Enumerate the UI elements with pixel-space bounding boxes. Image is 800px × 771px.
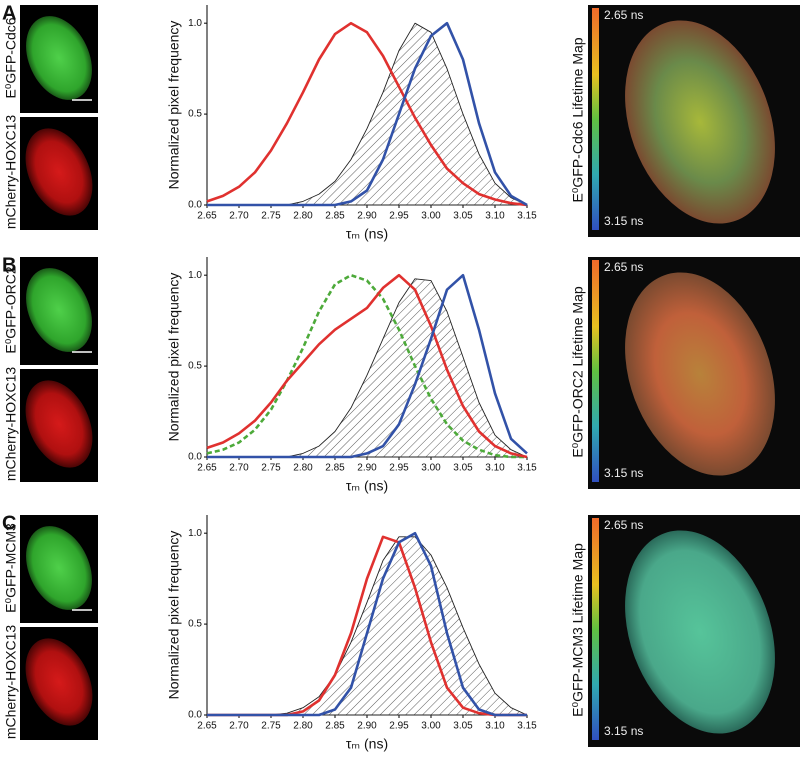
series-line — [207, 531, 527, 717]
red-label: mCherry-HOXC13 — [3, 115, 19, 230]
x-axis-label: τₘ (ns) — [346, 226, 388, 242]
x-tick-label: 2.65 — [197, 721, 217, 732]
map-label: E⁰GFP-MCM3 Lifetime Map — [570, 543, 586, 717]
panel-letter: A — [2, 2, 16, 24]
series-line — [207, 21, 528, 207]
series-line — [206, 273, 527, 459]
y-axis-label: Normalized pixel frequency — [166, 273, 182, 442]
x-tick-label: 3.10 — [485, 211, 505, 222]
y-axis-label: Normalized pixel frequency — [166, 531, 182, 700]
red-cell — [25, 128, 93, 216]
map-top-label: 2.65 ns — [604, 8, 643, 22]
y-tick-label: 1.0 — [188, 528, 202, 539]
map-top-label: 2.65 ns — [604, 518, 643, 532]
x-tick-label: 2.75 — [261, 463, 281, 474]
x-tick-label: 3.00 — [421, 721, 441, 732]
y-tick-label: 0.0 — [188, 710, 202, 721]
panel-letter: C — [2, 512, 16, 534]
red-label: mCherry-HOXC13 — [3, 625, 19, 740]
green-cell — [26, 526, 92, 610]
map-cell — [625, 530, 775, 734]
x-tick-label: 2.95 — [389, 721, 409, 732]
x-tick-label: 3.15 — [517, 463, 537, 474]
series-line — [206, 21, 528, 207]
red-cell — [25, 638, 93, 726]
y-tick-label: 0.5 — [188, 619, 202, 630]
red-label: mCherry-HOXC13 — [3, 367, 19, 482]
hatched-area — [206, 22, 528, 206]
x-tick-label: 2.70 — [229, 211, 249, 222]
x-tick-label: 2.95 — [389, 463, 409, 474]
x-tick-label: 2.75 — [261, 211, 281, 222]
x-tick-label: 2.85 — [325, 463, 345, 474]
y-tick-label: 1.0 — [188, 18, 202, 29]
x-tick-label: 2.90 — [357, 211, 377, 222]
green-cell — [26, 16, 92, 100]
color-bar — [592, 260, 599, 482]
map-bottom-label: 3.15 ns — [604, 214, 643, 228]
x-tick-label: 2.80 — [293, 721, 313, 732]
map-label: E⁰GFP-ORC2 Lifetime Map — [570, 286, 586, 458]
x-tick-label: 3.10 — [485, 463, 505, 474]
color-bar — [592, 518, 599, 740]
x-tick-label: 3.10 — [485, 721, 505, 732]
map-label: E⁰GFP-Cdc6 Lifetime Map — [570, 37, 586, 202]
x-tick-label: 2.70 — [229, 463, 249, 474]
map-cell — [625, 272, 775, 476]
x-tick-label: 2.95 — [389, 211, 409, 222]
green-label: E⁰GFP-Cdc6 — [3, 17, 19, 98]
y-tick-label: 0.0 — [188, 452, 202, 463]
map-bottom-label: 3.15 ns — [604, 724, 643, 738]
y-tick-label: 0.5 — [188, 109, 202, 120]
x-tick-label: 3.05 — [453, 721, 473, 732]
y-tick-label: 0.0 — [188, 200, 202, 211]
x-tick-label: 2.85 — [325, 721, 345, 732]
color-bar — [592, 8, 599, 230]
red-cell — [25, 380, 93, 468]
x-tick-label: 3.15 — [517, 721, 537, 732]
x-tick-label: 3.00 — [421, 463, 441, 474]
x-axis-label: τₘ (ns) — [346, 478, 388, 494]
series-line — [206, 273, 528, 459]
x-tick-label: 2.70 — [229, 721, 249, 732]
x-tick-label: 2.80 — [293, 463, 313, 474]
x-tick-label: 2.65 — [197, 211, 217, 222]
x-tick-label: 3.00 — [421, 211, 441, 222]
green-label: E⁰GFP-MCM3 — [3, 523, 19, 613]
x-tick-label: 2.90 — [357, 721, 377, 732]
y-tick-label: 0.5 — [188, 361, 202, 372]
x-tick-label: 2.65 — [197, 463, 217, 474]
x-tick-label: 3.15 — [517, 211, 537, 222]
green-label: E⁰GFP-ORC2 — [3, 266, 19, 354]
map-cell — [625, 20, 775, 224]
panel-letter: B — [2, 254, 16, 276]
x-tick-label: 2.90 — [357, 463, 377, 474]
map-bottom-label: 3.15 ns — [604, 466, 643, 480]
map-top-label: 2.65 ns — [604, 260, 643, 274]
x-tick-label: 2.80 — [293, 211, 313, 222]
y-tick-label: 1.0 — [188, 270, 202, 281]
hatched-area — [206, 536, 528, 716]
x-tick-label: 2.75 — [261, 721, 281, 732]
series-line — [207, 273, 528, 459]
x-tick-label: 3.05 — [453, 211, 473, 222]
x-axis-label: τₘ (ns) — [346, 736, 388, 752]
x-tick-label: 3.05 — [453, 463, 473, 474]
x-tick-label: 2.85 — [325, 211, 345, 222]
y-axis-label: Normalized pixel frequency — [166, 21, 182, 190]
green-cell — [26, 268, 92, 352]
